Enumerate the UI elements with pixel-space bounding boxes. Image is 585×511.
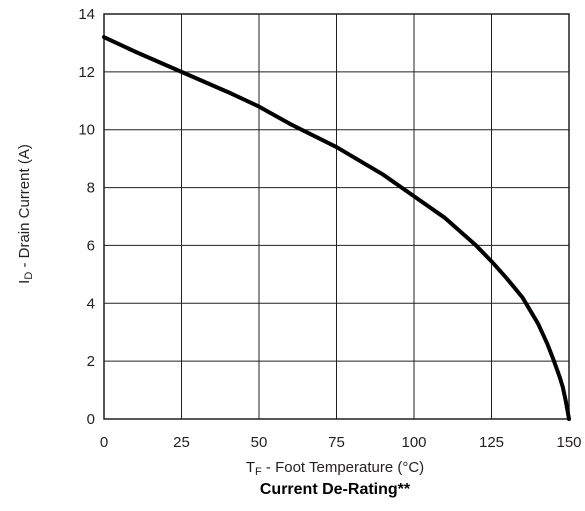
x-tick-label: 150 [556, 434, 581, 451]
y-axis-ticks: 0 2 4 6 8 10 12 14 [78, 6, 95, 428]
x-tick-label: 25 [173, 434, 190, 451]
chart-title: Current De-Rating** [260, 481, 411, 498]
y-tick-label: 2 [87, 353, 95, 370]
y-tick-label: 10 [78, 122, 95, 139]
y-tick-label: 12 [78, 64, 95, 81]
x-tick-label: 50 [251, 434, 268, 451]
series-line [102, 35, 571, 421]
y-axis-label: ID - Drain Current (A) [16, 144, 35, 284]
x-axis-ticks: 0 25 50 75 100 125 150 [100, 434, 582, 451]
y-tick-label: 14 [78, 6, 95, 23]
y-tick-label: 0 [87, 411, 95, 428]
y-tick-label: 4 [87, 295, 95, 312]
x-tick-label: 125 [479, 434, 504, 451]
x-tick-label: 75 [328, 434, 345, 451]
grid-lines [103, 13, 570, 420]
x-axis-label: TF - Foot Temperature (°C) [246, 459, 424, 478]
y-tick-label: 8 [87, 180, 95, 197]
plot-frame [103, 13, 570, 420]
x-tick-label: 100 [401, 434, 426, 451]
x-tick-label: 0 [100, 434, 108, 451]
y-tick-label: 6 [87, 237, 95, 254]
